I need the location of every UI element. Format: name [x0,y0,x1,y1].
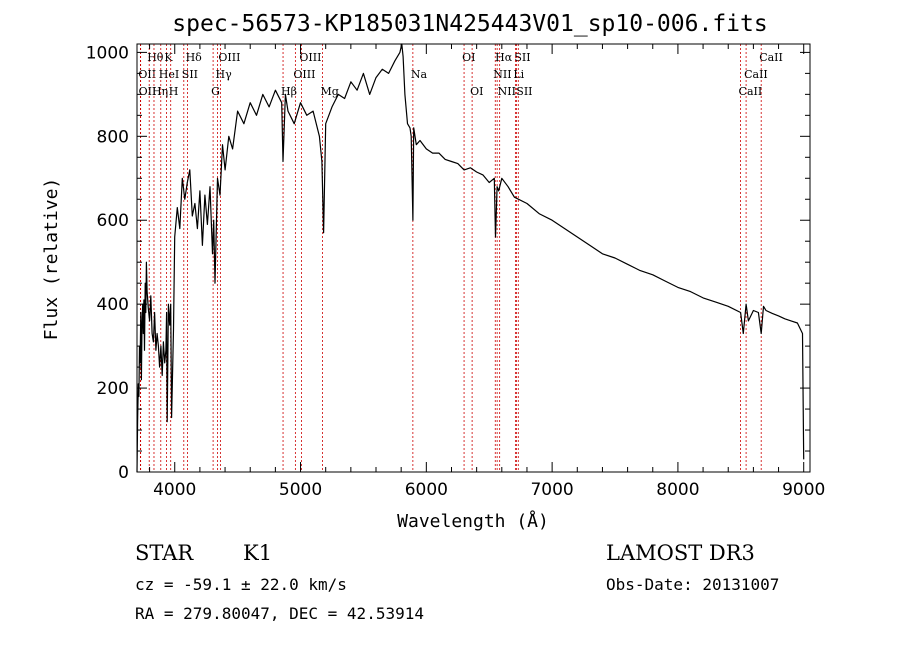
line-marker-label: G [211,85,220,98]
x-axis-label: Wavelength (Å) [397,510,549,532]
line-marker-label: K [164,51,173,64]
observation-date: Obs-Date: 20131007 [606,575,779,594]
y-tick-label: 600 [97,211,129,231]
line-marker-label: Mg [321,85,339,98]
line-marker-label: Hδ [186,51,203,64]
y-tick-label: 400 [97,295,129,315]
line-marker-label: OI [462,51,475,64]
flux-series-line [136,43,805,473]
line-marker-label: SII [514,51,530,64]
line-marker-label: CaII [744,68,768,81]
x-tick-label: 7000 [530,480,573,500]
line-marker-label: H [169,85,179,98]
y-tick-label: 1000 [86,43,129,63]
x-tick-label: 8000 [656,480,699,500]
line-marker-label: OII [139,85,157,98]
x-tick-label: 4000 [153,480,196,500]
y-axis-label: Flux (relative) [41,178,62,341]
x-tick-label: 5000 [279,480,322,500]
line-marker-label: OIII [293,68,315,81]
axis-ticks: 4000 5000 6000 7000 8000 9000 0 200 400 600 800 100… [86,43,826,500]
line-marker-label: Na [411,68,428,81]
line-marker-label: HeI [159,68,179,81]
plot-frame [136,43,811,473]
redshift-cz: cz = -59.1 ± 22.0 km/s [135,575,347,594]
chart-title: spec-56573-KP185031N425443V01_sp10-006.f… [172,11,767,37]
line-marker-label: Hθ [147,51,164,64]
line-markers: Hθ OII OII K HeI Hη H Hδ SII OIII Hγ G OIII OIII Hβ Mg N… [138,44,783,472]
line-marker-label: SII [516,85,532,98]
line-marker-label: OIII [299,51,321,64]
y-tick-label: 800 [97,127,129,147]
line-marker-label: NII [498,85,516,98]
line-marker-label: Hα [495,51,513,64]
line-marker-label: OI [470,85,483,98]
line-marker-label: CaII [739,85,763,98]
object-subclass: K1 [243,541,272,565]
line-marker-label: CaII [759,51,783,64]
x-tick-label: 9000 [782,480,825,500]
line-marker-label: OIII [218,51,240,64]
line-marker-label: NII [493,68,511,81]
ra-dec-coordinates: RA = 279.80047, DEC = 42.53914 [135,604,424,623]
y-tick-label: 200 [97,379,129,399]
line-marker-label: SII [182,68,198,81]
object-class: STAR [135,541,194,565]
line-marker-label: Hη [152,85,168,98]
line-marker-label: OII [138,68,156,81]
survey-name: LAMOST DR3 [606,541,755,565]
line-marker-label: Hβ [281,85,297,98]
line-marker-label: Hγ [216,68,233,81]
y-tick-label: 0 [118,463,129,483]
line-marker-label: Li [513,68,524,81]
x-tick-label: 6000 [405,480,448,500]
